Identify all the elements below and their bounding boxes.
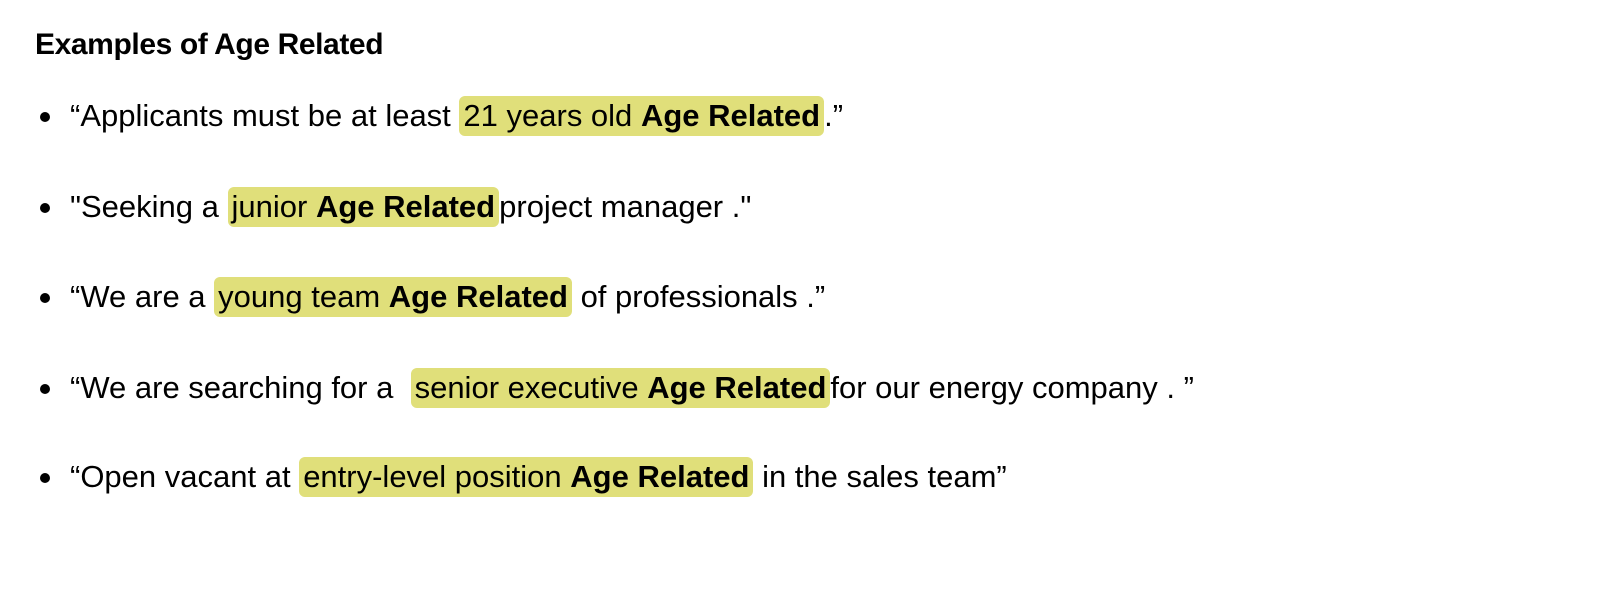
list-item: “Applicants must be at least 21 years ol… — [0, 96, 1194, 136]
age-related-highlight: 21 years old Age Related — [459, 96, 825, 136]
example-text-after: project manager ." — [499, 189, 752, 224]
examples-list: “Applicants must be at least 21 years ol… — [0, 96, 1194, 548]
age-related-tag: Age Related — [388, 279, 568, 314]
example-text-before: “We are searching for a — [70, 370, 411, 405]
highlight-text: young team — [218, 279, 381, 314]
bullet-icon — [40, 384, 50, 394]
highlight-text: entry-level position — [303, 459, 562, 494]
bullet-icon — [40, 473, 50, 483]
list-item: “We are searching for a senior executive… — [0, 368, 1194, 408]
example-text-after: in the sales team” — [753, 459, 1007, 494]
list-item: “We are a young team Age Related of prof… — [0, 277, 1194, 317]
section-heading: Examples of Age Related — [35, 28, 384, 61]
age-related-tag: Age Related — [647, 370, 827, 405]
example-text-after: .” — [824, 98, 844, 133]
age-related-highlight: young team Age Related — [214, 277, 572, 317]
bullet-icon — [40, 203, 50, 213]
list-item: “Open vacant at entry-level position Age… — [0, 457, 1194, 497]
age-related-tag: Age Related — [315, 189, 496, 224]
example-text-before: “Applicants must be at least — [70, 98, 460, 133]
example-text-after: of professionals .” — [571, 279, 826, 314]
example-text-before: “We are a — [70, 279, 215, 314]
bullet-icon — [40, 293, 50, 303]
highlight-text: senior executive — [414, 370, 639, 405]
age-related-tag: Age Related — [570, 459, 750, 494]
example-text-before: "Seeking a — [70, 189, 228, 224]
highlight-text: 21 years old — [463, 98, 633, 133]
age-related-highlight: senior executive Age Related — [410, 368, 831, 408]
example-text-after: for our energy company . ” — [830, 370, 1194, 405]
age-related-highlight: junior Age Related — [227, 187, 500, 227]
example-text-before: “Open vacant at — [70, 459, 300, 494]
age-related-tag: Age Related — [640, 98, 821, 133]
list-item: "Seeking a junior Age Related project man… — [0, 187, 1194, 227]
highlight-text: junior — [231, 189, 308, 224]
age-related-highlight: entry-level position Age Related — [299, 457, 754, 497]
bullet-icon — [40, 112, 50, 122]
